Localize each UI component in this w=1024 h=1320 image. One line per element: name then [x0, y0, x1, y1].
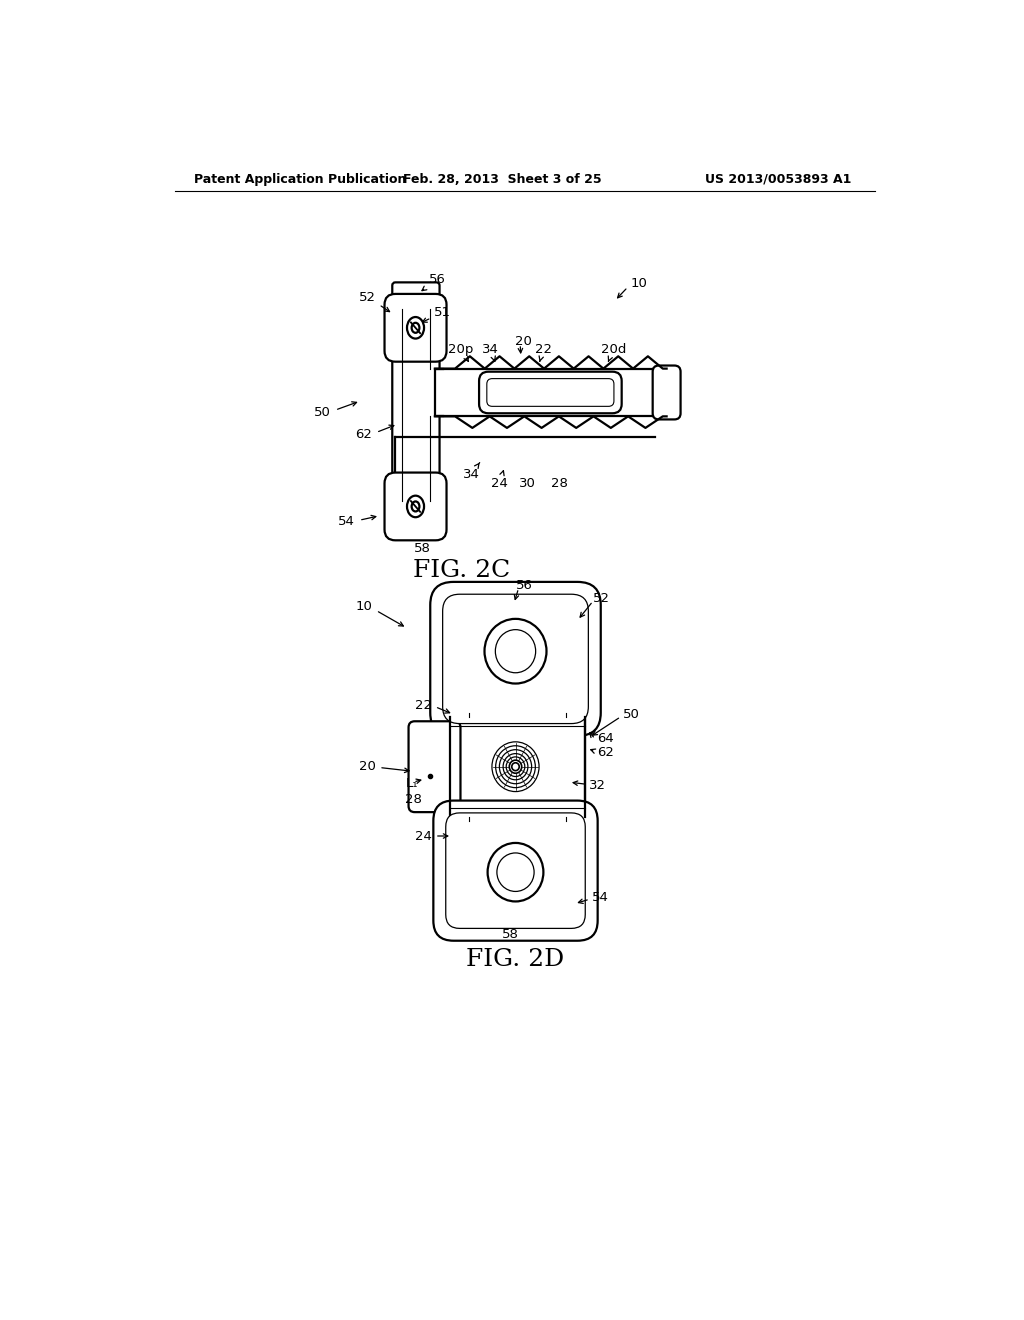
FancyBboxPatch shape: [392, 282, 439, 527]
Text: L₁: L₁: [406, 777, 418, 791]
Text: Feb. 28, 2013  Sheet 3 of 25: Feb. 28, 2013 Sheet 3 of 25: [403, 173, 602, 186]
Text: 20p: 20p: [449, 343, 473, 362]
Ellipse shape: [412, 502, 420, 511]
Text: 34: 34: [463, 462, 479, 480]
FancyBboxPatch shape: [433, 800, 598, 941]
Text: 52: 52: [593, 593, 610, 606]
Ellipse shape: [496, 630, 536, 673]
Ellipse shape: [484, 619, 547, 684]
Text: 22: 22: [415, 698, 432, 711]
Text: 20: 20: [359, 760, 376, 774]
Text: 28: 28: [406, 792, 422, 805]
FancyBboxPatch shape: [445, 813, 586, 928]
Text: 24: 24: [490, 471, 508, 490]
Bar: [435, 368, 667, 416]
FancyBboxPatch shape: [486, 379, 614, 407]
Ellipse shape: [487, 843, 544, 902]
FancyBboxPatch shape: [430, 582, 601, 737]
Text: 22: 22: [535, 343, 552, 362]
Text: FIG. 2D: FIG. 2D: [466, 948, 564, 970]
FancyBboxPatch shape: [442, 594, 589, 723]
Text: FIG. 2C: FIG. 2C: [413, 558, 510, 582]
Ellipse shape: [497, 853, 535, 891]
Text: 24: 24: [415, 829, 432, 842]
Ellipse shape: [407, 496, 424, 517]
Bar: [450, 717, 586, 817]
Text: 51: 51: [422, 306, 452, 322]
Text: 20: 20: [515, 335, 531, 348]
FancyBboxPatch shape: [652, 366, 681, 420]
Text: 58: 58: [503, 928, 519, 941]
Text: US 2013/0053893 A1: US 2013/0053893 A1: [706, 173, 852, 186]
Text: 28: 28: [551, 477, 568, 490]
Text: 50: 50: [314, 407, 331, 418]
Text: 62: 62: [597, 746, 613, 759]
Text: 58: 58: [414, 543, 431, 554]
Text: 54: 54: [592, 891, 608, 904]
Text: 62: 62: [355, 428, 372, 441]
Text: 52: 52: [359, 290, 389, 312]
Ellipse shape: [412, 323, 420, 333]
FancyBboxPatch shape: [385, 294, 446, 362]
Text: 34: 34: [482, 343, 499, 362]
Text: 10: 10: [355, 601, 372, 612]
FancyBboxPatch shape: [479, 372, 622, 413]
Text: 30: 30: [519, 477, 537, 490]
Text: 56: 56: [422, 273, 445, 290]
FancyBboxPatch shape: [385, 473, 446, 540]
Text: 64: 64: [597, 733, 613, 746]
Text: 32: 32: [589, 779, 606, 792]
Text: 56: 56: [515, 579, 532, 593]
Ellipse shape: [407, 317, 424, 339]
Text: 10: 10: [630, 277, 647, 289]
FancyBboxPatch shape: [409, 721, 461, 812]
Text: 54: 54: [338, 515, 355, 528]
Text: 50: 50: [623, 708, 639, 721]
Text: 20d: 20d: [601, 343, 626, 362]
Text: Patent Application Publication: Patent Application Publication: [194, 173, 407, 186]
